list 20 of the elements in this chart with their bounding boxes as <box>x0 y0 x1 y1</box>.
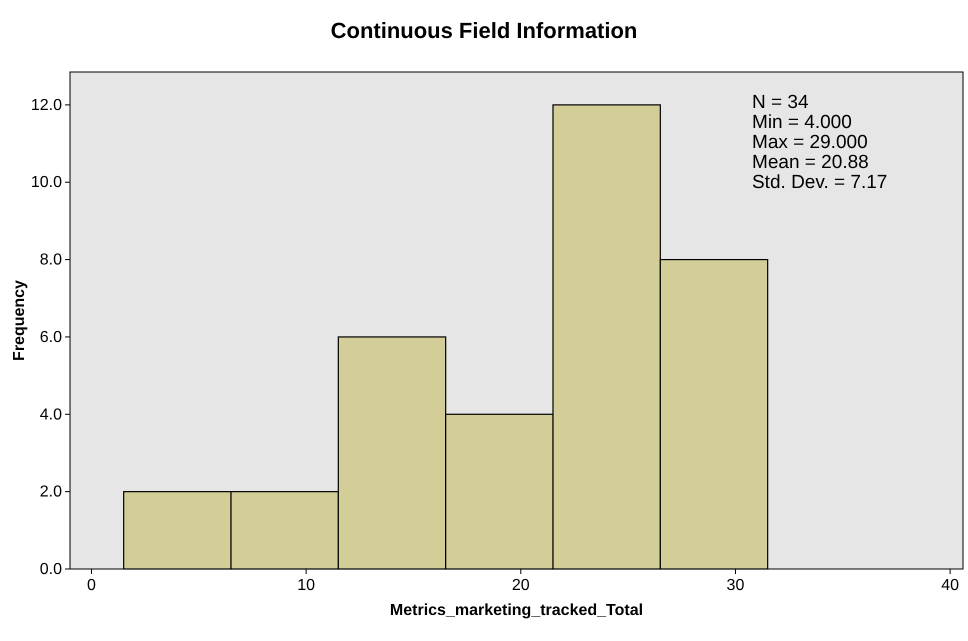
x-tick-label: 10 <box>297 577 316 594</box>
annotation: N = 34 <box>752 92 809 113</box>
y-tick-label: 6.0 <box>40 328 62 346</box>
y-tick-label: 12.0 <box>30 96 62 114</box>
annotation: Max = 29.000 <box>752 132 868 153</box>
annotation: Mean = 20.88 <box>752 152 869 173</box>
annotation: Min = 4.000 <box>752 112 852 133</box>
x-axis-title: Metrics_marketing_tracked_Total <box>390 602 644 619</box>
y-tick-label: 10.0 <box>30 174 62 192</box>
y-tick-label: 0.0 <box>40 561 62 578</box>
x-tick-label: 40 <box>941 577 960 594</box>
x-tick-label: 30 <box>726 577 744 594</box>
y-tick-label: 8.0 <box>40 252 62 269</box>
annotation: Std. Dev. = 7.17 <box>752 172 888 193</box>
y-tick-label: 4.0 <box>40 406 62 424</box>
y-axis-title: Frequency <box>11 280 28 361</box>
y-tick-label: 2.0 <box>40 484 62 501</box>
x-tick-label: 20 <box>512 577 530 594</box>
chart-title: Continuous Field Information <box>330 18 638 43</box>
x-tick-label: 0 <box>87 577 96 594</box>
